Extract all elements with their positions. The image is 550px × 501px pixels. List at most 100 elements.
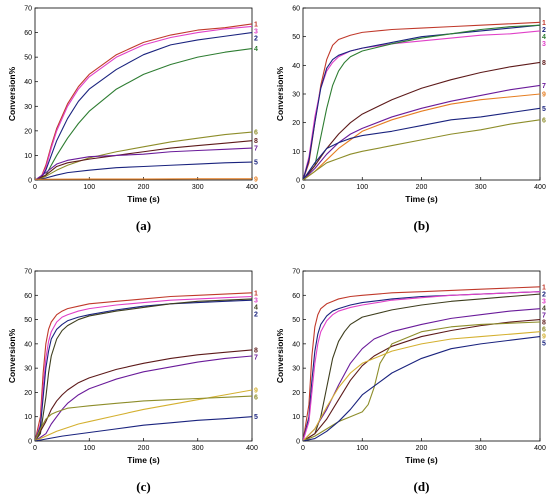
series-label-4: 4 xyxy=(542,305,546,312)
series-line-3 xyxy=(303,30,540,180)
x-tick-label: 0 xyxy=(301,445,305,452)
series-line-7 xyxy=(303,308,540,441)
x-tick-label: 200 xyxy=(416,184,428,191)
y-tick-label: 0 xyxy=(296,439,300,446)
y-tick-label: 70 xyxy=(292,269,300,276)
y-tick-label: 30 xyxy=(24,366,32,373)
series-label-5: 5 xyxy=(542,340,546,347)
series-label-9: 9 xyxy=(254,176,258,183)
y-tick-label: 0 xyxy=(28,178,32,185)
x-tick-label: 100 xyxy=(356,445,368,452)
x-tick-label: 100 xyxy=(83,445,95,452)
series-label-1: 1 xyxy=(542,284,546,291)
chart-panel-1: 0 100 200 300 400 0 10 20 30 40 50 60 70 Time (s) Conv… xyxy=(7,6,258,234)
series-line-3 xyxy=(35,25,252,180)
series-label-2: 2 xyxy=(254,311,258,318)
x-tick-label: 300 xyxy=(475,445,487,452)
series-line-9 xyxy=(35,389,252,441)
y-tick-label: 10 xyxy=(292,414,300,421)
y-tick-label: 20 xyxy=(292,390,300,397)
series-line-5 xyxy=(35,161,252,180)
y-axis-title: Conversion% xyxy=(275,328,285,383)
x-tick-label: 200 xyxy=(138,445,150,452)
series-line-2 xyxy=(35,299,252,441)
y-tick-label: 60 xyxy=(292,6,300,13)
y-tick-label: 0 xyxy=(28,439,32,446)
series-label-4: 4 xyxy=(254,304,258,311)
series-label-7: 7 xyxy=(254,146,258,153)
y-tick-label: 60 xyxy=(24,293,32,300)
series-line-9 xyxy=(303,331,540,441)
x-axis-title: Time (s) xyxy=(405,194,438,204)
series-label-6: 6 xyxy=(542,117,546,124)
series-label-2: 2 xyxy=(542,27,546,34)
series-line-3 xyxy=(303,291,540,441)
series-label-7: 7 xyxy=(542,312,546,319)
series-label-1: 1 xyxy=(254,290,258,297)
y-tick-label: 0 xyxy=(296,178,300,185)
x-tick-label: 0 xyxy=(33,184,37,191)
x-tick-label: 400 xyxy=(534,184,546,191)
y-tick-label: 70 xyxy=(24,6,32,13)
series-line-4 xyxy=(303,293,540,441)
y-tick-label: 50 xyxy=(292,317,300,324)
series-label-7: 7 xyxy=(254,354,258,361)
series-line-2 xyxy=(35,32,252,180)
series-line-5 xyxy=(303,336,540,441)
y-tick-label: 30 xyxy=(24,104,32,111)
series-line-1 xyxy=(35,23,252,180)
x-axis-title: Time (s) xyxy=(127,455,160,465)
x-tick-label: 400 xyxy=(246,184,258,191)
series-label-5: 5 xyxy=(254,160,258,167)
series-line-5 xyxy=(35,416,252,441)
y-tick-label: 40 xyxy=(24,79,32,86)
series-line-4 xyxy=(35,298,252,441)
y-tick-label: 20 xyxy=(24,128,32,135)
y-tick-label: 40 xyxy=(292,63,300,70)
series-label-3: 3 xyxy=(254,28,258,35)
series-label-4: 4 xyxy=(542,34,546,41)
x-tick-label: 400 xyxy=(246,445,258,452)
series-label-5: 5 xyxy=(542,106,546,113)
panel-label: (c) xyxy=(136,479,150,494)
series-line-4 xyxy=(35,47,252,180)
series-label-6: 6 xyxy=(254,130,258,137)
series-line-6 xyxy=(35,395,252,441)
x-tick-label: 200 xyxy=(138,184,150,191)
series-label-6: 6 xyxy=(542,326,546,333)
y-tick-label: 30 xyxy=(292,366,300,373)
series-label-8: 8 xyxy=(542,60,546,67)
series-line-7 xyxy=(35,147,252,180)
y-axis-title: Conversion% xyxy=(7,66,17,121)
x-axis-title: Time (s) xyxy=(127,194,160,204)
y-axis-title: Conversion% xyxy=(7,328,17,383)
y-tick-label: 60 xyxy=(24,30,32,37)
series-label-1: 1 xyxy=(254,21,258,28)
y-tick-label: 50 xyxy=(292,34,300,41)
chart-panel-2: 0 100 200 300 400 0 10 20 30 40 50 60 Time (s) Conver… xyxy=(275,6,546,234)
y-tick-label: 10 xyxy=(24,414,32,421)
plot-frame xyxy=(34,270,253,442)
series-line-7 xyxy=(35,355,252,441)
series-label-8: 8 xyxy=(254,347,258,354)
series-label-9: 9 xyxy=(542,92,546,99)
series-line-2 xyxy=(303,291,540,441)
series-label-3: 3 xyxy=(542,41,546,48)
x-tick-label: 300 xyxy=(475,184,487,191)
x-tick-label: 300 xyxy=(192,445,204,452)
series-label-3: 3 xyxy=(542,298,546,305)
series-line-6 xyxy=(303,119,540,180)
series-label-7: 7 xyxy=(542,83,546,90)
y-tick-label: 40 xyxy=(24,341,32,348)
series-label-1: 1 xyxy=(542,20,546,27)
series-label-2: 2 xyxy=(254,35,258,42)
series-line-8 xyxy=(303,319,540,441)
chart-panel-4: 0 100 200 300 400 0 10 20 30 40 50 60 70 Time (s) Conv… xyxy=(275,269,546,495)
y-tick-label: 30 xyxy=(292,92,300,99)
series-line-1 xyxy=(303,21,540,180)
y-tick-label: 60 xyxy=(292,293,300,300)
series-line-2 xyxy=(303,24,540,180)
y-tick-label: 20 xyxy=(24,390,32,397)
series-line-6 xyxy=(303,321,540,441)
